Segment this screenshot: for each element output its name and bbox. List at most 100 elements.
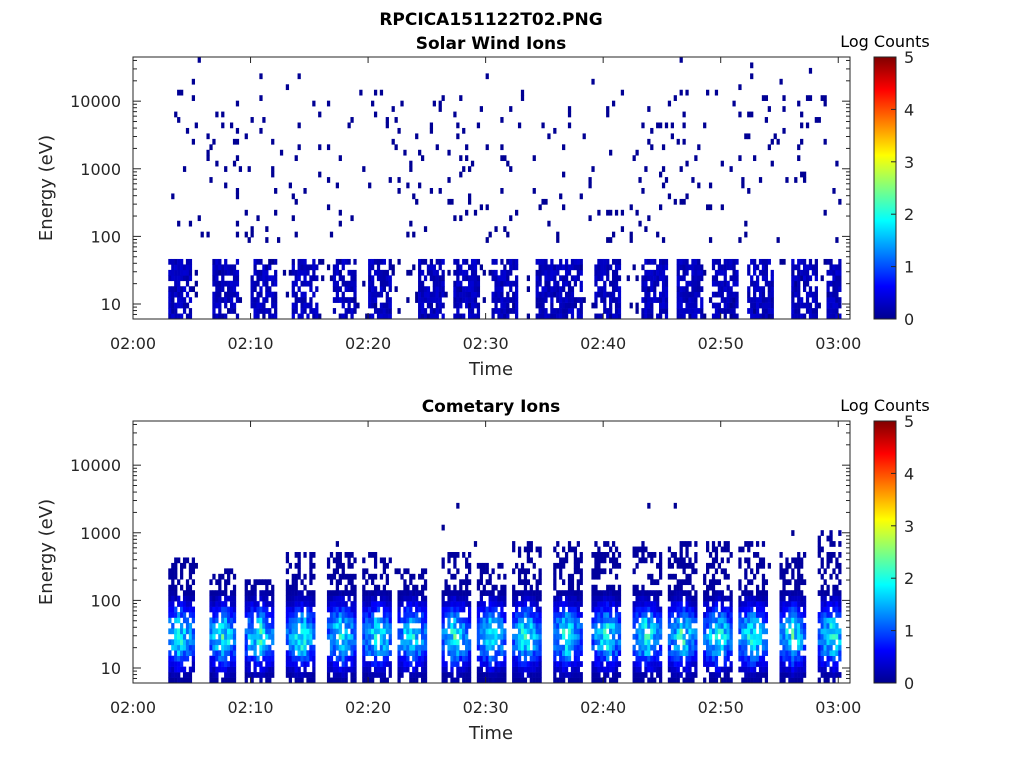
spectrogram-cell xyxy=(562,308,566,314)
y-tick-label: 100 xyxy=(90,227,121,246)
spectrogram-cell xyxy=(808,302,813,309)
spectrogram-cell xyxy=(832,188,836,194)
spectrogram-cell xyxy=(397,601,401,607)
spectrogram-cell xyxy=(409,160,413,167)
spectrogram-cell xyxy=(641,286,645,293)
spectrogram-cell xyxy=(456,264,460,271)
spectrogram-cell xyxy=(564,650,569,657)
spectrogram-cell xyxy=(820,595,824,602)
spectrogram-cell xyxy=(556,308,560,314)
spectrogram-cell xyxy=(694,606,698,613)
spectrogram-cell xyxy=(338,297,342,303)
spectrogram-cell xyxy=(570,275,575,282)
spectrogram-cell xyxy=(456,672,460,678)
spectrogram-cell xyxy=(262,275,266,282)
spectrogram-cell xyxy=(244,661,248,667)
spectrogram-cell xyxy=(344,628,348,635)
spectrogram-cell xyxy=(797,672,801,678)
spectrogram-cell xyxy=(520,633,525,640)
spectrogram-cell xyxy=(432,313,436,320)
spectrogram-cell xyxy=(467,622,472,629)
spectrogram-cell xyxy=(659,552,663,558)
spectrogram-cell xyxy=(215,275,219,282)
spectrogram-cell xyxy=(676,622,680,629)
spectrogram-cell xyxy=(694,661,698,667)
spectrogram-cell xyxy=(659,171,663,178)
spectrogram-cell xyxy=(250,286,254,293)
spectrogram-cell xyxy=(523,650,528,657)
spectrogram-cell xyxy=(350,590,354,596)
spectrogram-cell xyxy=(811,313,816,320)
spectrogram-cell xyxy=(838,275,842,282)
spectrogram-cell xyxy=(494,286,498,293)
spectrogram-cell xyxy=(341,661,345,667)
y-tick-label: 10 xyxy=(101,659,121,678)
spectrogram-cell xyxy=(600,552,604,558)
spectrogram-cell xyxy=(520,606,525,613)
spectrogram-cell xyxy=(597,291,601,298)
spectrogram-cell xyxy=(553,579,557,586)
spectrogram-cell xyxy=(350,584,354,591)
spectrogram-cell xyxy=(641,601,645,607)
spectrogram-cell xyxy=(256,269,260,276)
spectrogram-cell xyxy=(676,562,680,569)
spectrogram-cell xyxy=(688,280,692,287)
spectrogram-cell xyxy=(594,573,598,580)
spectrogram-cell xyxy=(300,622,304,629)
spectrogram-cell xyxy=(779,562,783,569)
spectrogram-cell xyxy=(644,302,648,309)
spectrogram-cell xyxy=(617,590,622,596)
spectrogram-cell xyxy=(309,275,313,282)
spectrogram-cell xyxy=(500,595,504,602)
spectrogram-cell xyxy=(676,633,680,640)
spectrogram-cell xyxy=(682,562,686,569)
spectrogram-cell xyxy=(276,237,281,243)
spectrogram-cell xyxy=(326,622,331,629)
spectrogram-cell xyxy=(420,291,425,298)
spectrogram-cell xyxy=(479,661,483,667)
spectrogram-cell xyxy=(506,291,510,298)
spectrogram-cell xyxy=(212,672,216,678)
spectrogram-cell xyxy=(368,650,372,657)
spectrogram-cell xyxy=(373,644,378,651)
spectrogram-cell xyxy=(476,601,481,607)
spectrogram-cell xyxy=(438,275,442,282)
spectrogram-cell xyxy=(376,622,381,629)
spectrogram-cell xyxy=(256,628,260,635)
spectrogram-cell xyxy=(268,628,272,635)
spectrogram-cell xyxy=(647,573,651,580)
spectrogram-cell xyxy=(644,595,648,602)
spectrogram-cell xyxy=(500,286,504,293)
spectrogram-cell xyxy=(168,617,172,624)
spectrogram-cell xyxy=(526,313,530,320)
spectrogram-cell xyxy=(274,302,278,309)
spectrogram-cell xyxy=(517,546,522,553)
spectrogram-cell xyxy=(738,612,742,618)
spectrogram-cell xyxy=(224,655,228,662)
spectrogram-cell xyxy=(802,601,807,607)
spectrogram-cell xyxy=(503,617,507,624)
spectrogram-cell xyxy=(512,655,516,662)
spectrogram-cell xyxy=(447,606,451,613)
spectrogram-cell xyxy=(720,644,724,651)
spectrogram-cell xyxy=(632,552,636,558)
spectrogram-cell xyxy=(188,568,193,575)
spectrogram-cell xyxy=(829,595,833,602)
spectrogram-cell xyxy=(335,579,339,586)
spectrogram-cell xyxy=(459,595,463,602)
spectrogram-cell xyxy=(526,622,530,629)
spectrogram-cell xyxy=(456,275,460,282)
spectrogram-cell xyxy=(758,672,763,678)
spectrogram-cell xyxy=(744,595,748,602)
spectrogram-cell xyxy=(482,650,486,657)
spectrogram-cell xyxy=(182,677,187,684)
spectrogram-cell xyxy=(365,650,369,657)
spectrogram-cell xyxy=(800,562,804,569)
spectrogram-cell xyxy=(467,562,472,569)
spectrogram-cell xyxy=(180,573,184,580)
spectrogram-cell xyxy=(188,264,193,271)
spectrogram-cell xyxy=(362,584,366,591)
spectrogram-cell xyxy=(491,291,495,298)
spectrogram-cell xyxy=(800,258,804,265)
